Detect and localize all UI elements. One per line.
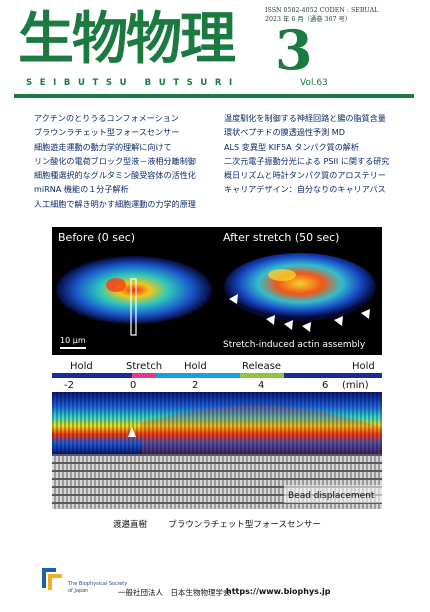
- scale-bar-label: 10 μm: [60, 336, 86, 345]
- arrowhead-marker: [361, 309, 370, 319]
- toc-item[interactable]: 環状ペプチドの膜透過性予測 MD: [224, 127, 346, 138]
- bead-displacement-panel: Bead displacement: [52, 454, 382, 509]
- before-panel: 10 μm Before (0 sec): [52, 227, 214, 353]
- cover-caption: 渡邉直樹 ブラウンラチェット型フォースセンサー: [52, 518, 382, 530]
- toc-item[interactable]: 概日リズムと時計タンパク質のアロステリー: [224, 170, 386, 181]
- caption-author: 渡邉直樹: [113, 520, 148, 530]
- issn-line: ISSN 0582-4052 CODEN : SEBUAL: [265, 7, 379, 14]
- arrowhead-marker: [284, 320, 293, 330]
- phase-label: Release: [242, 361, 281, 372]
- toc-item[interactable]: 細胞遊走運動の動力学的理解に向けて: [34, 141, 172, 152]
- journal-title: 生物物理: [18, 6, 236, 72]
- journal-title-romaji: SEIBUTSU BUTSURI: [26, 78, 240, 88]
- phase-label: Hold: [352, 361, 375, 372]
- bps-logo: [40, 566, 64, 592]
- phase-bar: [284, 373, 382, 378]
- bead-label: Bead displacement: [288, 491, 375, 501]
- phase-label: Stretch: [126, 361, 162, 372]
- phase-bar: [52, 373, 132, 378]
- toc-item[interactable]: アクチンのとりうるコンフォメーション: [34, 113, 179, 123]
- arrowhead-marker: [266, 315, 275, 325]
- label-before: Before (0 sec): [58, 231, 135, 244]
- toc-item[interactable]: 温度馴化を制御する神経回路と腸の脂質含量: [224, 113, 386, 123]
- after-panel: After stretch (50 sec) Stretch-induced a…: [218, 227, 382, 353]
- toc-item[interactable]: ALS 変異型 KIF5A タンパク質の解析: [224, 141, 359, 152]
- date-line: 2023 年 6 月（通巻 367 号）: [265, 16, 352, 23]
- issue-number: 3: [275, 18, 313, 82]
- toc-item[interactable]: 人工細胞で解き明かす細胞運動の力学的原理: [34, 198, 196, 209]
- phase-label: Hold: [184, 361, 207, 372]
- kymograph: [52, 392, 382, 454]
- masthead-rule: [14, 94, 414, 98]
- time-tick: 6: [322, 380, 328, 391]
- toc-item[interactable]: キャリアデザイン：自分なりのキャリアパス: [224, 184, 386, 195]
- volume-label: Vol.63: [300, 78, 328, 88]
- cover-figure-svg: 10 μm Before (0 sec) After stretch (50 s…: [52, 227, 382, 509]
- bps-name: The Biophysical Society of Japan: [68, 581, 128, 594]
- toc-right-column: 温度馴化を制御する神経回路と腸の脂質含量 環状ペプチドの膜透過性予測 MD AL…: [224, 111, 424, 197]
- toc-item[interactable]: miRNA 機能の１分子解析: [34, 184, 129, 195]
- caption-title: ブラウンラチェット型フォースセンサー: [168, 520, 321, 530]
- time-unit: (min): [342, 380, 369, 391]
- assembly-label: Stretch-induced actin assembly: [223, 340, 366, 350]
- kymograph-region-box: [130, 278, 137, 336]
- issn-block: ISSN 0582-4052 CODEN : SEBUAL 2023 年 6 月…: [265, 6, 378, 24]
- society-url[interactable]: https://www.biophys.jp: [226, 587, 331, 596]
- arrowhead-marker: [229, 294, 238, 304]
- toc-item[interactable]: 二次元電子振動分光による PSII に関する研究: [224, 155, 390, 166]
- time-tick: 2: [192, 380, 198, 391]
- toc-item[interactable]: ブラウンラチェット型フォースセンサー: [34, 127, 180, 138]
- time-tick: 4: [258, 380, 264, 391]
- kymograph-marker: [128, 427, 136, 437]
- arrowhead-marker: [302, 322, 311, 332]
- arrowhead-marker: [334, 316, 343, 326]
- cell-before: [56, 256, 212, 324]
- time-tick: 0: [130, 380, 136, 391]
- cell-after: [224, 253, 376, 321]
- label-after: After stretch (50 sec): [223, 231, 339, 244]
- phase-label: Hold: [70, 361, 93, 372]
- cover-figure: 10 μm Before (0 sec) After stretch (50 s…: [52, 227, 382, 509]
- time-tick: -2: [64, 380, 74, 391]
- society-name: 一般社団法人 日本生物物理学会: [118, 588, 231, 597]
- toc-left-column: アクチンのとりうるコンフォメーション ブラウンラチェット型フォースセンサー 細胞…: [34, 111, 224, 211]
- phase-bar: [156, 373, 240, 378]
- toc-item[interactable]: リン酸化の電荷ブロック型液－液相分離制御: [34, 155, 196, 166]
- phase-bar: [240, 373, 284, 378]
- toc-item[interactable]: 細胞種選択的なグルタミン酸受容体の活性化: [34, 170, 196, 181]
- phase-bar: [132, 373, 156, 378]
